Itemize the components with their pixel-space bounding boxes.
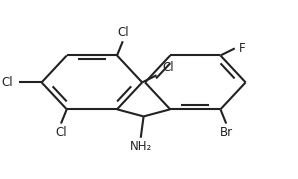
Text: Br: Br — [220, 126, 233, 139]
Text: Cl: Cl — [162, 61, 174, 74]
Text: Cl: Cl — [1, 76, 13, 89]
Text: Cl: Cl — [117, 26, 128, 39]
Text: Cl: Cl — [55, 126, 67, 139]
Text: NH₂: NH₂ — [130, 139, 152, 153]
Text: F: F — [239, 42, 246, 55]
